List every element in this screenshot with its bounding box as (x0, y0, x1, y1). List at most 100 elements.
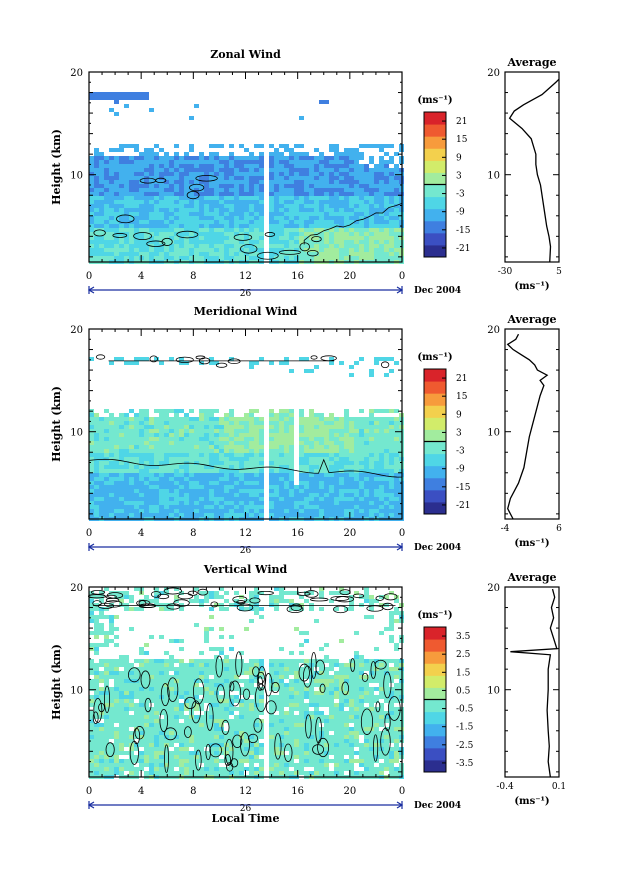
profile-y-tick-label: 20 (487, 325, 500, 336)
colorbar-tick-label: 21 (456, 374, 467, 384)
profile-line (510, 588, 558, 778)
y-ticks (89, 586, 402, 773)
y-axis-label: Height (km) (50, 129, 63, 205)
x-tick-label: 8 (190, 786, 196, 797)
colorbar-tick-label: 3 (456, 171, 462, 181)
x-tick-label: 0 (399, 271, 405, 282)
x-tick-label: 12 (239, 786, 252, 797)
profile-y-tick-label: 10 (487, 171, 500, 182)
profile-title: Average (506, 313, 556, 326)
x-tick-label: 0 (399, 528, 405, 539)
x-tick-label: 20 (343, 271, 356, 282)
colorbar-tick-label: 3.5 (456, 632, 471, 642)
colorbar-tick-label: -9 (456, 208, 465, 218)
panel-title: Meridional Wind (194, 305, 298, 318)
contour-lines (93, 174, 403, 260)
date-label: Dec 2004 (414, 543, 461, 553)
x-tick-label: 0 (399, 786, 405, 797)
profile-x-tick-label: 5 (556, 267, 562, 277)
x-tick-label: 0 (86, 271, 92, 282)
profile-x-label: (ms⁻¹) (514, 281, 549, 292)
x-tick-label: 20 (343, 528, 356, 539)
average-profile (504, 586, 560, 778)
panel-1: Meridional Wind 0 4 8 12 16 20 0 10 20 Height (km)… (50, 305, 562, 556)
heatmap-cells (89, 587, 404, 779)
profile-y-tick-label: 20 (487, 583, 500, 594)
colorbar-tick-label: 9 (456, 153, 462, 163)
y-tick-label: 20 (70, 68, 83, 79)
profile-x-tick-label: 0.1 (552, 782, 566, 792)
colorbar-tick-label: 2.5 (456, 650, 471, 660)
x-tick-label: 16 (291, 786, 304, 797)
date-axis (87, 543, 404, 551)
colorbar-tick-label: 3 (456, 428, 462, 438)
colorbar-tick-label: 15 (456, 392, 468, 402)
y-tick-label: 10 (70, 171, 83, 182)
colorbar-tick-label: -9 (456, 465, 465, 475)
x-tick-label: 16 (291, 528, 304, 539)
profile-x-label: (ms⁻¹) (514, 538, 549, 549)
colorbar-unit: (ms⁻¹) (417, 610, 452, 621)
profile-title: Average (506, 571, 556, 584)
colorbar-unit: (ms⁻¹) (417, 352, 452, 363)
day-label: 26 (240, 804, 252, 814)
x-ticks (88, 72, 403, 262)
y-ticks (89, 328, 402, 515)
colorbar-tick-label: -1.5 (456, 723, 474, 733)
x-tick-label: 8 (190, 271, 196, 282)
x-tick-label: 12 (239, 271, 252, 282)
colorbar (423, 368, 447, 515)
date-axis (87, 801, 404, 809)
colorbar-tick-label: -3 (456, 447, 465, 457)
profile-x-tick-label: -4 (501, 524, 510, 534)
x-tick-label: 4 (138, 786, 144, 797)
y-axis-label: Height (km) (50, 386, 63, 462)
x-tick-label: 20 (343, 786, 356, 797)
colorbar-tick-label: -2.5 (456, 741, 474, 751)
colorbar-tick-label: -21 (456, 501, 471, 511)
profile-y-tick-label: 20 (487, 68, 500, 79)
colorbar-tick-label: -21 (456, 244, 471, 254)
x-ticks (88, 587, 403, 777)
contour-lines (87, 587, 401, 773)
x-ticks (88, 329, 403, 519)
colorbar (423, 111, 447, 258)
y-ticks (89, 71, 402, 258)
profile-y-tick-label: 10 (487, 686, 500, 697)
profile-line (506, 333, 549, 520)
y-tick-label: 10 (70, 686, 83, 697)
profile-x-tick-label: 6 (556, 524, 562, 534)
y-tick-label: 20 (70, 583, 83, 594)
panel-0: Zonal Wind 0 4 8 12 16 20 0 10 20 Height (km) 26 Dec… (50, 48, 562, 299)
x-tick-label: 8 (190, 528, 196, 539)
x-tick-label: 16 (291, 271, 304, 282)
x-tick-label: 0 (86, 786, 92, 797)
day-label: 26 (240, 289, 252, 299)
x-tick-label: 12 (239, 528, 252, 539)
day-label: 26 (240, 546, 252, 556)
colorbar-tick-label: -15 (456, 226, 471, 236)
y-tick-label: 20 (70, 325, 83, 336)
average-profile (504, 71, 560, 263)
colorbar-tick-label: 15 (456, 135, 468, 145)
x-tick-label: 4 (138, 271, 144, 282)
date-label: Dec 2004 (414, 286, 461, 296)
colorbar-tick-label: -3.5 (456, 759, 474, 769)
panel-title: Zonal Wind (210, 48, 281, 61)
profile-x-tick-label: -30 (498, 267, 513, 277)
colorbar-tick-label: -0.5 (456, 705, 474, 715)
colorbar-tick-label: -15 (456, 483, 471, 493)
x-tick-label: 0 (86, 528, 92, 539)
profile-title: Average (506, 56, 556, 69)
colorbar-tick-label: 21 (456, 117, 467, 127)
date-axis (87, 286, 404, 294)
profile-line (508, 78, 560, 263)
x-tick-label: 4 (138, 528, 144, 539)
date-label: Dec 2004 (414, 801, 461, 811)
profile-x-tick-label: -0.4 (496, 782, 514, 792)
profile-x-label: (ms⁻¹) (514, 796, 549, 807)
colorbar-tick-label: 9 (456, 410, 462, 420)
profile-y-tick-label: 10 (487, 428, 500, 439)
contour-lines (88, 354, 403, 478)
